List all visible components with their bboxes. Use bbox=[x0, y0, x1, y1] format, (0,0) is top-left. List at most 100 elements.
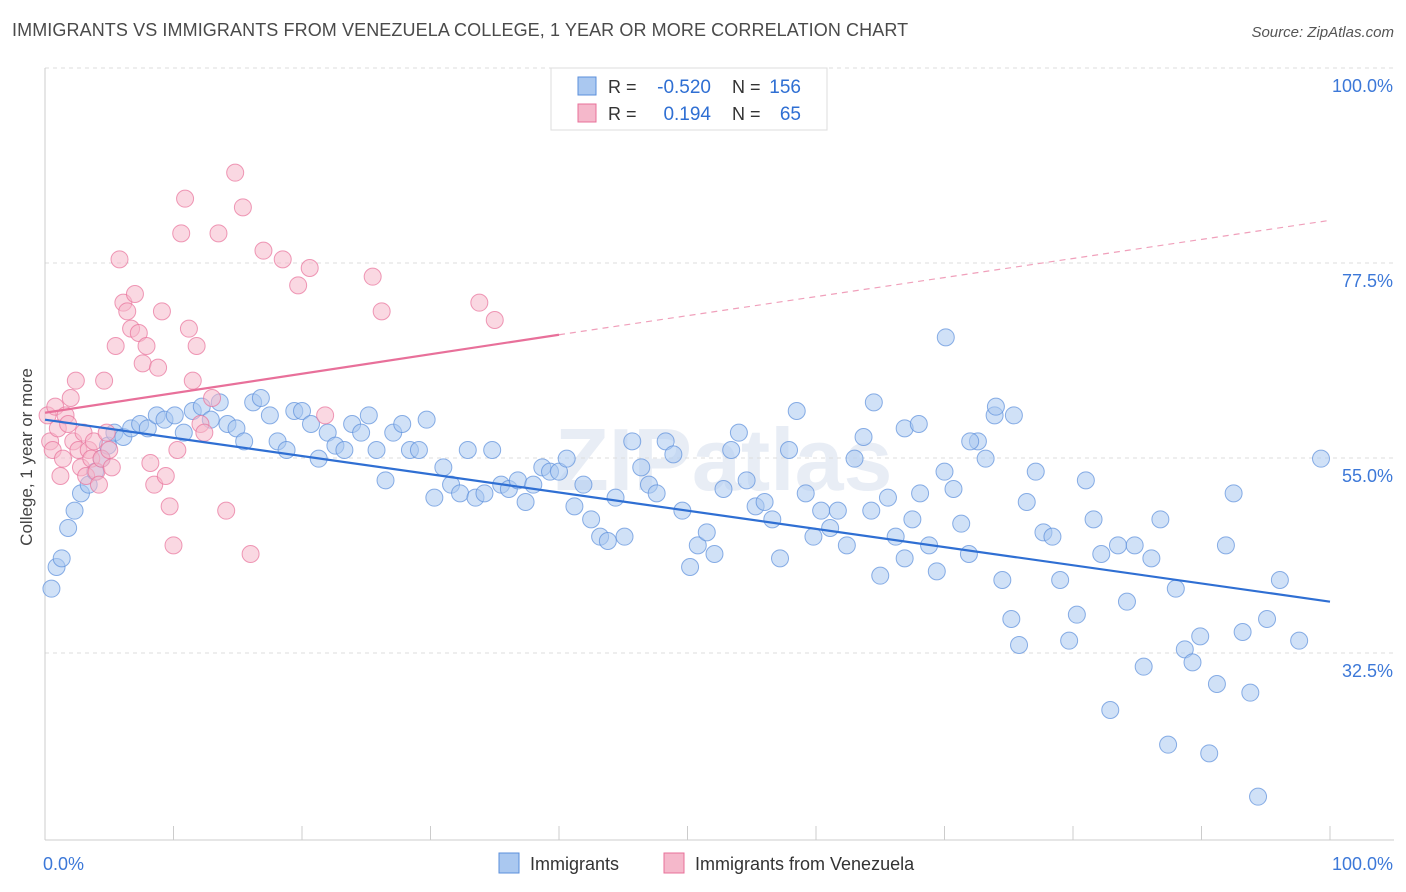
y-tick-label: 55.0% bbox=[1342, 466, 1393, 486]
point-immigrants bbox=[1017, 493, 1036, 511]
point-venezuela bbox=[300, 259, 319, 277]
point-venezuela bbox=[179, 319, 198, 338]
bottom-legend-swatch-venezuela bbox=[663, 852, 685, 874]
point-immigrants bbox=[722, 441, 741, 459]
point-venezuela bbox=[187, 337, 206, 355]
point-immigrants bbox=[165, 406, 184, 425]
chart-title: IMMIGRANTS VS IMMIGRANTS FROM VENEZUELA … bbox=[12, 20, 909, 40]
point-immigrants bbox=[409, 441, 428, 459]
point-immigrants bbox=[1233, 623, 1252, 641]
point-immigrants bbox=[1002, 610, 1021, 628]
point-immigrants bbox=[277, 441, 296, 459]
trend-line-venezuela-extension bbox=[558, 219, 1331, 336]
point-immigrants bbox=[1026, 462, 1045, 481]
point-immigrants bbox=[376, 471, 395, 490]
point-immigrants bbox=[812, 501, 831, 520]
point-immigrants bbox=[1092, 545, 1111, 563]
point-venezuela bbox=[106, 337, 125, 355]
point-immigrants bbox=[425, 488, 444, 507]
trend-line-immigrants bbox=[44, 418, 1331, 603]
source-label: Source: ZipAtlas.com bbox=[1251, 24, 1394, 41]
point-immigrants bbox=[993, 571, 1012, 589]
point-immigrants bbox=[1191, 627, 1210, 646]
point-immigrants bbox=[174, 423, 193, 442]
legend-r-label: R = bbox=[608, 104, 637, 124]
point-venezuela bbox=[217, 501, 236, 520]
point-venezuela bbox=[470, 293, 489, 312]
point-venezuela bbox=[141, 454, 160, 472]
point-immigrants bbox=[516, 493, 535, 511]
point-immigrants bbox=[1117, 592, 1136, 611]
x-tick-label: 100.0% bbox=[1332, 854, 1393, 874]
point-venezuela bbox=[66, 371, 85, 390]
point-immigrants bbox=[1084, 510, 1103, 529]
point-immigrants bbox=[606, 488, 625, 507]
point-immigrants bbox=[796, 484, 815, 503]
point-venezuela bbox=[273, 250, 292, 269]
y-axis-label: College, 1 year or more bbox=[17, 368, 36, 546]
point-venezuela bbox=[233, 198, 252, 217]
legend-n-value: 65 bbox=[780, 104, 801, 125]
point-immigrants bbox=[475, 484, 494, 503]
point-immigrants bbox=[911, 484, 930, 503]
legend-n-label: N = bbox=[732, 77, 761, 97]
point-immigrants bbox=[335, 441, 354, 459]
point-immigrants bbox=[434, 458, 453, 477]
point-immigrants bbox=[697, 523, 716, 542]
point-immigrants bbox=[1060, 631, 1079, 650]
point-venezuela bbox=[195, 423, 214, 442]
point-immigrants bbox=[886, 527, 905, 546]
y-tick-label: 100.0% bbox=[1332, 76, 1393, 96]
point-immigrants bbox=[821, 519, 840, 537]
legend-n-label: N = bbox=[732, 104, 761, 124]
point-immigrants bbox=[854, 428, 873, 446]
point-venezuela bbox=[372, 302, 391, 321]
point-immigrants bbox=[952, 514, 971, 533]
point-immigrants bbox=[557, 449, 576, 468]
trend-line-venezuela bbox=[44, 333, 560, 414]
point-immigrants bbox=[251, 389, 270, 407]
point-immigrants bbox=[1076, 471, 1095, 490]
point-immigrants bbox=[862, 501, 881, 520]
point-immigrants bbox=[1010, 636, 1029, 654]
point-immigrants bbox=[417, 410, 436, 429]
point-immigrants bbox=[565, 497, 584, 516]
point-immigrants bbox=[664, 445, 683, 464]
point-immigrants bbox=[1151, 510, 1170, 529]
point-immigrants bbox=[864, 393, 883, 412]
point-venezuela bbox=[176, 189, 195, 208]
point-venezuela bbox=[110, 250, 129, 269]
top-legend: R = -0.520 N = 156 R = 0.194 N = 65 bbox=[550, 67, 828, 131]
legend-r-label: R = bbox=[608, 77, 637, 97]
gridlines bbox=[45, 67, 1394, 654]
point-immigrants bbox=[59, 519, 78, 537]
point-immigrants bbox=[260, 406, 279, 425]
point-immigrants bbox=[787, 402, 806, 420]
legend-r-value: -0.520 bbox=[657, 77, 711, 98]
point-immigrants bbox=[771, 549, 790, 568]
point-immigrants bbox=[714, 480, 733, 498]
point-venezuela bbox=[203, 389, 222, 407]
point-immigrants bbox=[688, 536, 707, 555]
point-immigrants bbox=[458, 441, 477, 459]
point-immigrants bbox=[837, 536, 856, 555]
point-immigrants bbox=[903, 510, 922, 529]
point-immigrants bbox=[909, 415, 928, 433]
point-immigrants bbox=[1207, 675, 1226, 693]
point-immigrants bbox=[1249, 787, 1268, 806]
point-venezuela bbox=[226, 163, 245, 182]
point-immigrants bbox=[301, 415, 320, 433]
point-immigrants bbox=[1051, 571, 1070, 589]
point-immigrants bbox=[935, 462, 954, 481]
point-immigrants bbox=[871, 566, 890, 585]
point-immigrants bbox=[804, 527, 823, 546]
point-immigrants bbox=[52, 549, 71, 568]
point-immigrants bbox=[927, 562, 946, 581]
point-venezuela bbox=[118, 302, 137, 321]
point-immigrants bbox=[1200, 744, 1219, 763]
point-immigrants bbox=[681, 558, 700, 576]
point-venezuela bbox=[164, 536, 183, 555]
point-venezuela bbox=[316, 406, 335, 425]
point-venezuela bbox=[53, 449, 72, 468]
